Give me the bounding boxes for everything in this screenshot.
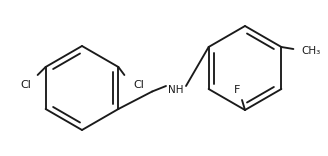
Text: F: F [234,85,240,95]
Text: NH: NH [168,85,184,95]
Text: Cl: Cl [20,80,31,90]
Text: CH₃: CH₃ [302,46,321,56]
Text: Cl: Cl [133,80,144,90]
